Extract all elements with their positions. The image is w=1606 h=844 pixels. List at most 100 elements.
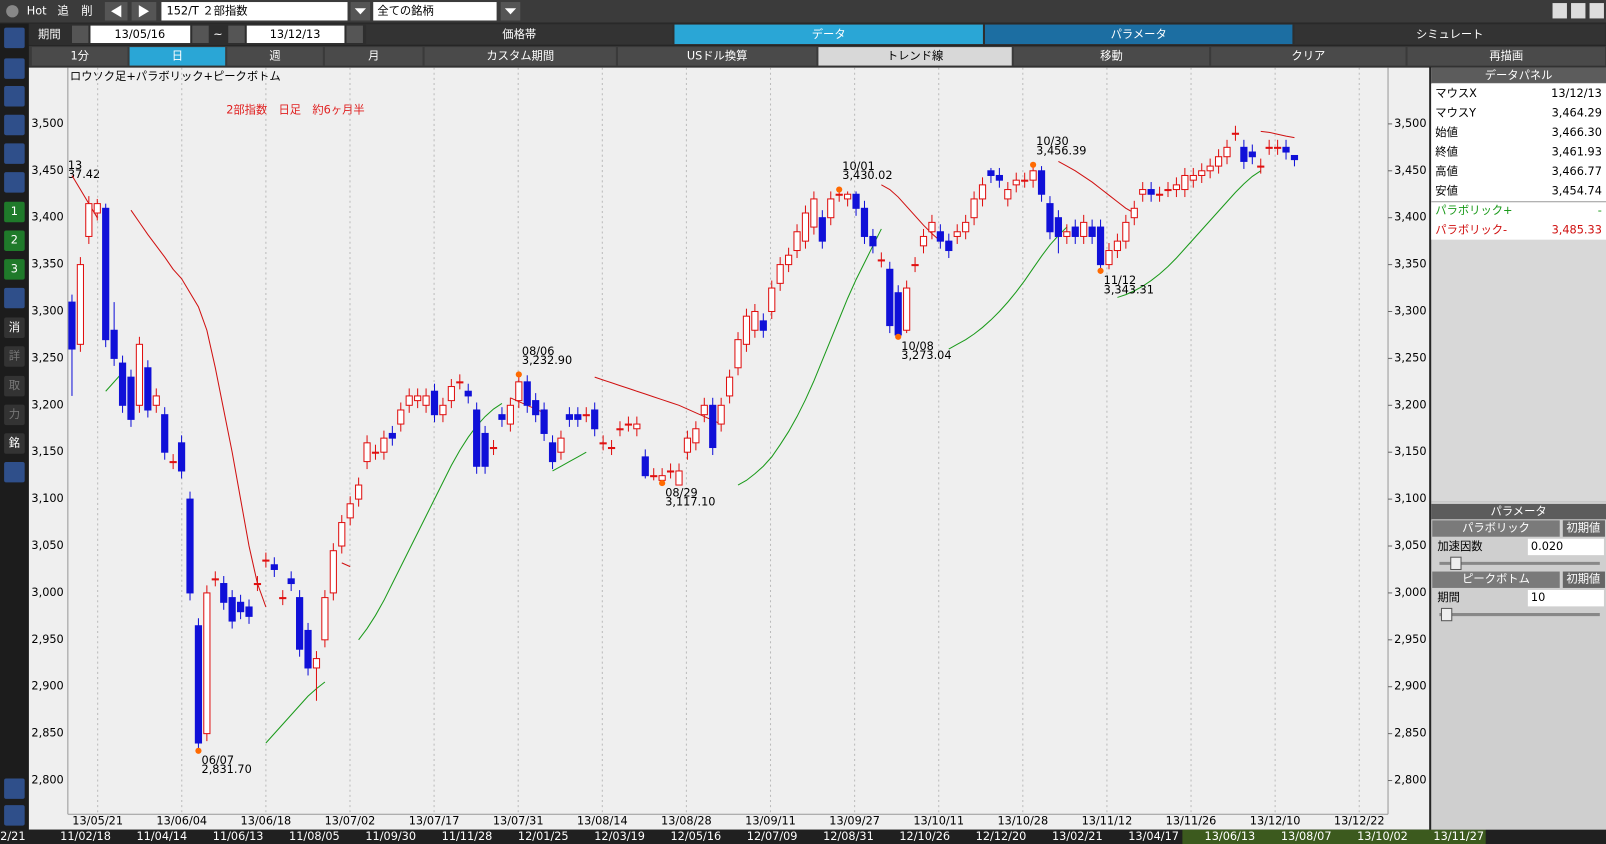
tool-icon[interactable] bbox=[4, 805, 25, 826]
tool-icon[interactable] bbox=[4, 461, 25, 483]
tab[interactable] bbox=[984, 24, 1293, 45]
universe-select[interactable] bbox=[373, 2, 497, 21]
candle-body bbox=[1046, 203, 1054, 233]
candle-body bbox=[1080, 221, 1088, 237]
button[interactable] bbox=[1211, 47, 1406, 66]
symbol-input[interactable] bbox=[161, 2, 348, 21]
slider-thumb[interactable] bbox=[1440, 607, 1453, 622]
tool-icon[interactable] bbox=[4, 287, 25, 309]
peak-marker bbox=[195, 747, 202, 754]
candle-body bbox=[169, 461, 177, 464]
candle-body bbox=[1198, 170, 1206, 176]
minimize-button[interactable] bbox=[1552, 3, 1567, 19]
button[interactable] bbox=[129, 47, 226, 66]
param-title: パラメータ bbox=[1491, 505, 1547, 518]
candle-body bbox=[641, 456, 649, 477]
candle-body bbox=[591, 409, 599, 430]
button[interactable] bbox=[227, 47, 323, 66]
y-tick-label: 3,050 bbox=[1394, 539, 1426, 552]
tool-button[interactable] bbox=[4, 201, 25, 223]
x-tick-label: 13/12/10 bbox=[1250, 814, 1301, 827]
candle-body bbox=[700, 404, 708, 416]
timeline-label: 12/05/16 bbox=[671, 830, 722, 843]
reset-label: 初期値 bbox=[1566, 522, 1600, 535]
tool-button[interactable] bbox=[4, 404, 25, 426]
field-input[interactable] bbox=[1527, 538, 1604, 556]
candle-body bbox=[801, 212, 810, 242]
data-panel-body bbox=[1431, 83, 1606, 240]
button[interactable] bbox=[31, 47, 128, 66]
tool-button[interactable] bbox=[4, 317, 25, 339]
tool-button[interactable] bbox=[4, 346, 25, 367]
add-label: 追 bbox=[58, 3, 69, 17]
tool-icon[interactable] bbox=[4, 778, 25, 799]
button[interactable] bbox=[1013, 47, 1210, 66]
y-tick-label: 2,950 bbox=[1394, 633, 1426, 646]
panel-value: 13/12/13 bbox=[1551, 87, 1602, 100]
x-tick-label: 13/09/27 bbox=[829, 814, 880, 827]
to-next[interactable] bbox=[346, 25, 363, 44]
tab[interactable] bbox=[1294, 24, 1605, 45]
tool-icon[interactable] bbox=[4, 86, 25, 107]
tool-label: 消 bbox=[9, 320, 20, 334]
candle-body bbox=[228, 597, 236, 622]
panel-key: マウスX bbox=[1435, 87, 1477, 100]
from-prev[interactable] bbox=[71, 25, 89, 44]
tool-icon[interactable] bbox=[4, 58, 25, 79]
peak-marker bbox=[836, 186, 843, 193]
tool-icon[interactable] bbox=[4, 172, 25, 193]
bulb-icon[interactable] bbox=[6, 5, 19, 18]
y-tick-label: 3,150 bbox=[1394, 445, 1426, 458]
button[interactable] bbox=[818, 47, 1012, 66]
candle-body bbox=[852, 193, 860, 209]
tab[interactable] bbox=[366, 24, 673, 45]
button[interactable] bbox=[1407, 47, 1605, 66]
from-text: 13/05/16 bbox=[114, 28, 165, 41]
y-tick-label: 3,350 bbox=[1394, 258, 1426, 271]
tool-button[interactable] bbox=[4, 259, 25, 280]
timeline-label: 13/08/07 bbox=[1281, 830, 1332, 843]
to-prev[interactable] bbox=[228, 25, 245, 44]
tool-button[interactable] bbox=[4, 230, 25, 251]
candle-body bbox=[447, 386, 455, 402]
candle-body bbox=[388, 432, 396, 439]
timeline-label: 11/11/28 bbox=[442, 830, 493, 843]
button[interactable] bbox=[324, 47, 423, 66]
from-next[interactable] bbox=[192, 25, 209, 44]
candle-body bbox=[1130, 207, 1138, 219]
candle-body bbox=[936, 231, 944, 242]
y-tick-label-left: 3,100 bbox=[31, 492, 63, 505]
field-input[interactable] bbox=[1527, 589, 1604, 607]
tab-label: 価格帯 bbox=[502, 27, 536, 41]
button[interactable] bbox=[424, 47, 616, 66]
candle-body bbox=[945, 240, 953, 252]
maximize-button[interactable] bbox=[1571, 3, 1586, 19]
tool-button[interactable] bbox=[4, 433, 25, 454]
reset-button[interactable] bbox=[1562, 520, 1605, 537]
close-button[interactable] bbox=[1589, 3, 1604, 19]
candle-body bbox=[1105, 250, 1113, 266]
candle-body bbox=[473, 409, 481, 467]
candle-body bbox=[734, 339, 742, 369]
candle-body bbox=[540, 409, 548, 434]
candle-body bbox=[144, 367, 152, 411]
candle-body bbox=[68, 301, 76, 350]
candle-body bbox=[363, 442, 371, 463]
candle-body bbox=[1181, 174, 1189, 191]
tool-icon[interactable] bbox=[4, 114, 25, 136]
reset-button[interactable] bbox=[1562, 571, 1605, 588]
clipped-label: 13 bbox=[68, 159, 82, 172]
button[interactable] bbox=[617, 47, 817, 66]
panel-value: 3,464.29 bbox=[1552, 107, 1602, 120]
x-tick-label: 13/08/14 bbox=[577, 814, 628, 827]
dropdown-arrow bbox=[354, 8, 367, 15]
to-date[interactable] bbox=[246, 25, 345, 44]
from-date[interactable] bbox=[90, 25, 191, 44]
tool-button[interactable] bbox=[4, 375, 25, 397]
slider-thumb[interactable] bbox=[1450, 556, 1462, 571]
tool-icon[interactable] bbox=[4, 143, 25, 164]
tab[interactable] bbox=[674, 24, 983, 45]
tool-icon[interactable] bbox=[4, 27, 25, 49]
tab-label: シミュレート bbox=[1416, 28, 1484, 41]
